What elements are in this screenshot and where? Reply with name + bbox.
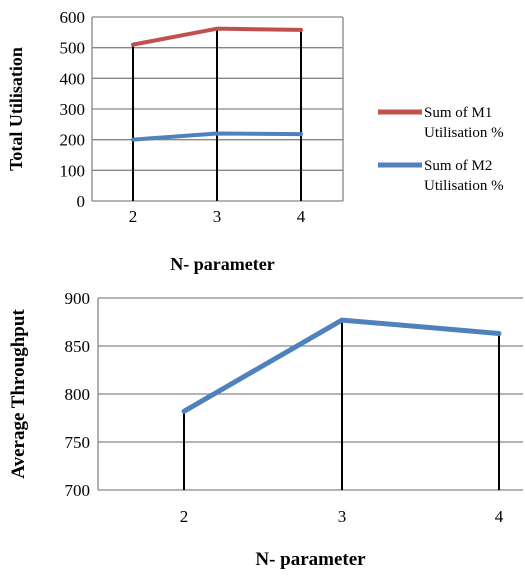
y-tick-label: 0 <box>77 192 86 211</box>
y-axis-title: Total Utilisation <box>6 47 26 171</box>
x-tick-label: 4 <box>297 207 306 226</box>
x-axis-title: N- parameter <box>255 549 366 570</box>
y-tick-label: 750 <box>65 433 91 452</box>
x-tick-label: 4 <box>495 507 504 526</box>
y-tick-label: 500 <box>60 39 86 58</box>
x-axis-title: N- parameter <box>170 254 274 274</box>
legend-label: Sum of M2 Utilisation % <box>424 158 504 194</box>
y-tick-label: 900 <box>65 289 91 308</box>
series-line-1 <box>131 26 303 47</box>
series-line-2 <box>131 131 303 142</box>
y-tick-label: 100 <box>60 161 86 180</box>
y-tick-label: 800 <box>65 385 91 404</box>
legend-label: Sum of M1 Utilisation % <box>424 105 504 141</box>
y-tick-label: 400 <box>60 69 86 88</box>
y-tick-label: 850 <box>65 337 91 356</box>
y-tick-label: 200 <box>60 131 86 150</box>
y-tick-label: 600 <box>60 8 86 27</box>
x-tick-label: 2 <box>129 207 138 226</box>
y-tick-label: 700 <box>65 481 91 500</box>
series-line-1 <box>181 317 502 414</box>
x-tick-label: 3 <box>338 507 347 526</box>
y-axis-title: Average Throughput <box>8 309 29 479</box>
x-tick-label: 3 <box>213 207 222 226</box>
y-tick-label: 300 <box>60 100 86 119</box>
legend: Sum of M1 Utilisation % Sum of M2 Utilisati… <box>378 105 504 194</box>
chart-2: 700 750 800 850 900 2 3 4 N- parameter Average Th… <box>8 289 523 570</box>
chart-1: 0 100 200 300 400 500 600 2 3 4 N- parameter Total … <box>6 8 504 274</box>
x-tick-label: 2 <box>180 507 189 526</box>
